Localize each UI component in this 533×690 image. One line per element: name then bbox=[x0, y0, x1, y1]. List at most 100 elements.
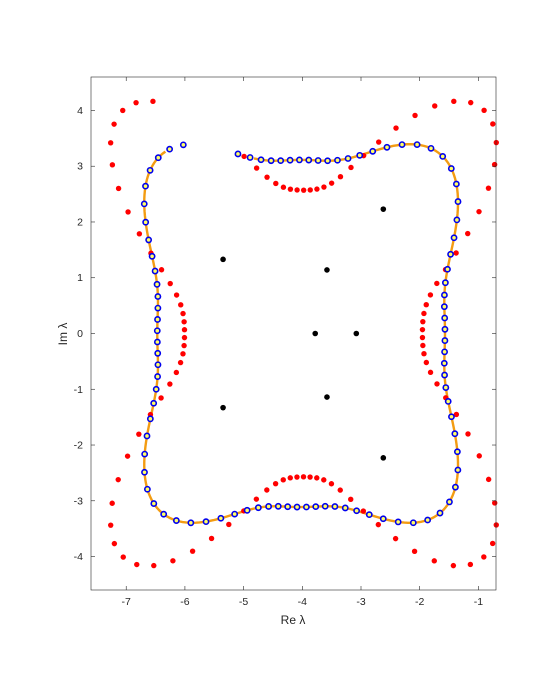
y-tick-label: 0 bbox=[77, 328, 83, 340]
y-tick-label: -3 bbox=[74, 495, 83, 507]
red-point bbox=[411, 548, 418, 555]
red-point bbox=[337, 487, 343, 493]
red-point bbox=[489, 540, 496, 547]
blue-ring-point bbox=[356, 151, 364, 159]
y-tick-label: 3 bbox=[77, 161, 83, 173]
red-point bbox=[133, 99, 139, 106]
red-point bbox=[393, 125, 399, 131]
blue-ring-point bbox=[293, 503, 301, 511]
blue-ring-point bbox=[331, 503, 339, 510]
red-point bbox=[476, 453, 482, 459]
red-point bbox=[423, 359, 430, 366]
blue-ring-point bbox=[440, 359, 448, 367]
blue-ring-point bbox=[441, 325, 449, 333]
red-point bbox=[423, 302, 429, 308]
blue-ring-point bbox=[383, 143, 391, 151]
red-point bbox=[180, 351, 186, 357]
blue-ring-point bbox=[448, 413, 455, 421]
blue-ring-point bbox=[452, 483, 459, 491]
blue-ring-point bbox=[441, 291, 448, 299]
blue-ring-point bbox=[277, 157, 285, 165]
red-point bbox=[124, 453, 131, 459]
blue-ring-point bbox=[143, 432, 151, 440]
blue-ring-point bbox=[454, 198, 462, 205]
blue-ring-point bbox=[321, 502, 329, 510]
blue-ring-point bbox=[265, 503, 273, 510]
blue-ring-point bbox=[436, 509, 444, 517]
red-point bbox=[181, 334, 188, 341]
x-tick-label: -5 bbox=[239, 596, 248, 608]
red-point bbox=[421, 351, 427, 357]
red-point bbox=[151, 562, 157, 569]
red-point bbox=[307, 474, 313, 480]
red-point bbox=[189, 548, 196, 554]
red-point bbox=[348, 164, 354, 171]
blue-ring-point bbox=[454, 466, 462, 474]
blue-ring-point bbox=[334, 156, 341, 164]
blue-ring-point bbox=[153, 280, 161, 288]
blue-ring-point bbox=[344, 155, 352, 162]
red-point bbox=[432, 103, 438, 109]
red-point bbox=[107, 140, 114, 146]
x-tick-label: -4 bbox=[298, 596, 307, 608]
red-point bbox=[115, 185, 122, 192]
blue-ring-point bbox=[442, 384, 450, 391]
blue-ring-point bbox=[142, 182, 149, 190]
blue-ring-point bbox=[424, 516, 432, 524]
eigenvalue-point bbox=[380, 455, 387, 461]
blue-ring-point bbox=[145, 236, 153, 244]
red-point bbox=[375, 521, 382, 528]
y-tick-label: -1 bbox=[74, 384, 83, 396]
blue-ring-point bbox=[141, 450, 149, 458]
blue-ring-point bbox=[246, 154, 254, 161]
red-point bbox=[158, 267, 165, 273]
blue-ring-point bbox=[413, 141, 421, 149]
red-point bbox=[273, 180, 279, 187]
red-point bbox=[253, 165, 260, 171]
blue-ring-point bbox=[312, 503, 320, 511]
blue-ring-point bbox=[284, 503, 292, 511]
blue-ring-point bbox=[160, 510, 168, 518]
blue-ring-point bbox=[444, 397, 452, 405]
red-point bbox=[111, 540, 118, 547]
red-point bbox=[170, 558, 176, 564]
blue-ring-point bbox=[446, 498, 453, 506]
red-point bbox=[328, 180, 335, 186]
x-tick-label: -3 bbox=[356, 596, 365, 608]
red-point bbox=[450, 562, 457, 569]
red-point bbox=[314, 475, 320, 481]
red-point bbox=[136, 431, 142, 437]
red-point bbox=[120, 107, 126, 114]
blue-ring-point bbox=[441, 348, 448, 356]
blue-ring-point bbox=[286, 156, 294, 164]
eigenvalue-point bbox=[324, 394, 330, 400]
blue-ring-point bbox=[409, 519, 417, 527]
red-point bbox=[337, 174, 344, 180]
red-point bbox=[421, 310, 427, 317]
blue-ring-point bbox=[142, 218, 150, 226]
blue-ring-point bbox=[257, 156, 265, 164]
red-point bbox=[167, 280, 173, 287]
blue-ring-point bbox=[441, 337, 449, 344]
blue-ring-point bbox=[202, 518, 210, 526]
blue-ring-point bbox=[365, 511, 373, 519]
red-point bbox=[272, 480, 279, 487]
red-point bbox=[412, 112, 418, 119]
blue-ring-point bbox=[148, 252, 156, 260]
red-point bbox=[485, 476, 492, 483]
red-point bbox=[465, 230, 471, 237]
red-point bbox=[485, 185, 492, 191]
red-point bbox=[360, 508, 367, 514]
eigenvalue-point bbox=[220, 404, 226, 411]
red-point bbox=[427, 292, 434, 298]
red-point bbox=[468, 99, 474, 106]
red-point bbox=[120, 554, 126, 560]
red-point bbox=[287, 475, 293, 481]
blue-ring-point bbox=[172, 517, 180, 524]
red-point bbox=[294, 474, 300, 480]
blue-ring-point bbox=[150, 500, 158, 507]
red-point bbox=[280, 184, 287, 190]
red-point bbox=[348, 496, 354, 502]
blue-ring-point bbox=[369, 147, 377, 155]
